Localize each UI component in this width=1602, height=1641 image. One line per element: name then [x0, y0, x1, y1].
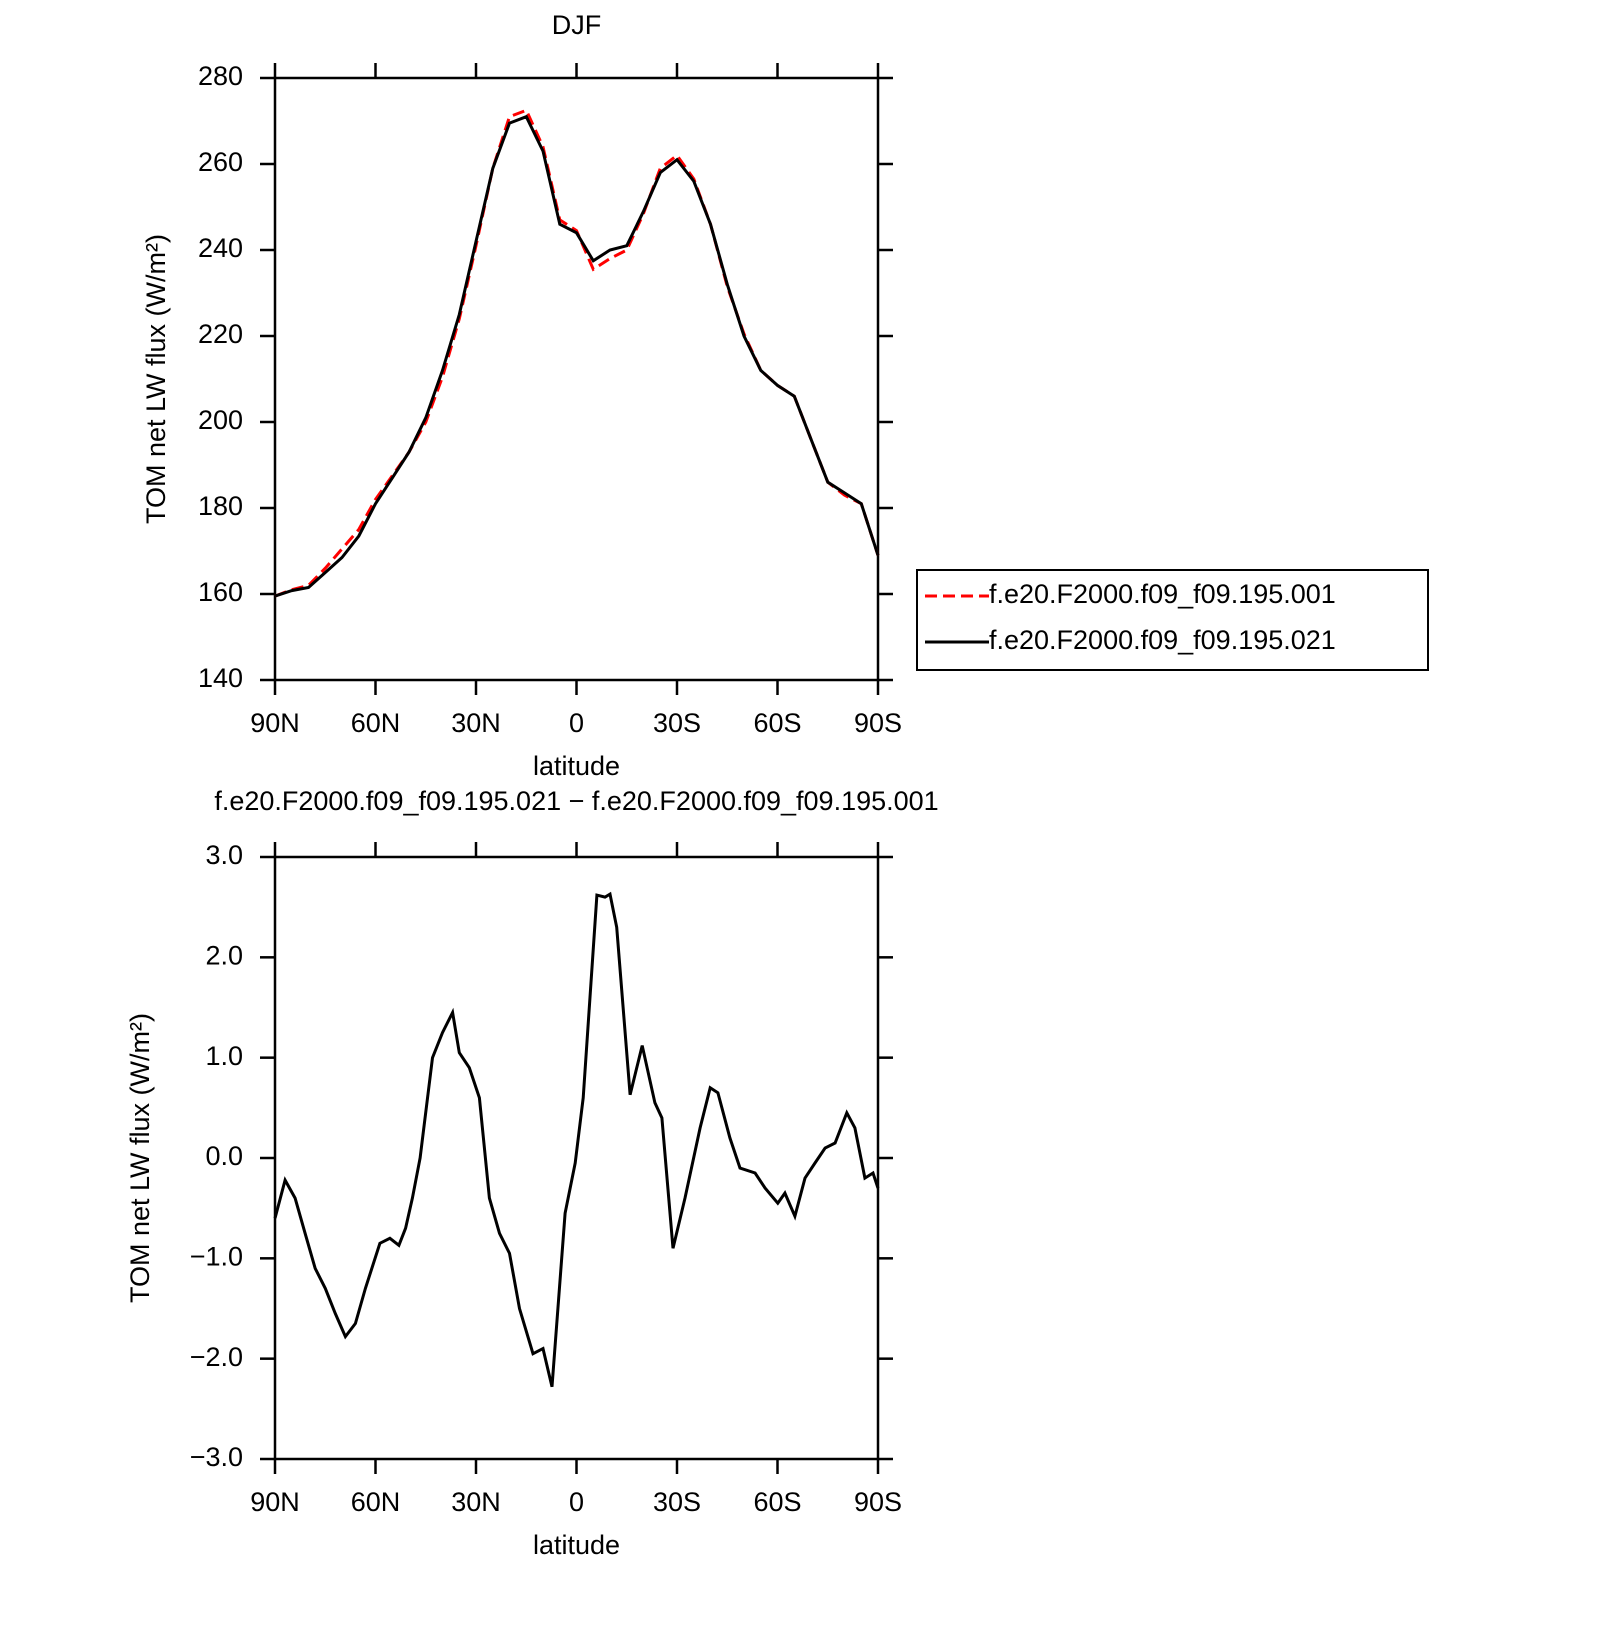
x-tick-label: 0 [569, 708, 584, 738]
y-tick-label: −3.0 [190, 1442, 243, 1472]
x-axis-label: latitude [533, 751, 620, 781]
y-tick-label: 0.0 [205, 1141, 243, 1171]
chart-title: f.e20.F2000.f09_f09.195.021 − f.e20.F200… [214, 786, 938, 816]
x-tick-label: 90N [250, 708, 300, 738]
legend-label: f.e20.F2000.f09_f09.195.001 [989, 579, 1336, 609]
legend-box [916, 569, 1429, 671]
legend-label: f.e20.F2000.f09_f09.195.021 [989, 625, 1336, 655]
y-tick-label: 240 [198, 233, 243, 263]
y-tick-label: 2.0 [205, 940, 243, 970]
x-tick-label: 0 [569, 1487, 584, 1517]
y-tick-label: 3.0 [205, 840, 243, 870]
x-tick-label: 30N [451, 708, 501, 738]
x-tick-label: 60N [351, 1487, 401, 1517]
y-tick-label: 140 [198, 663, 243, 693]
data-line [274, 114, 880, 598]
y-tick-label: 180 [198, 491, 243, 521]
chart-title: DJF [552, 10, 602, 40]
y-tick-label: −1.0 [190, 1241, 243, 1271]
y-tick-label: 200 [198, 405, 243, 435]
y-tick-label: 160 [198, 577, 243, 607]
x-axis-label: latitude [533, 1530, 620, 1560]
y-tick-label: 1.0 [205, 1041, 243, 1071]
x-tick-label: 30N [451, 1487, 501, 1517]
y-tick-label: 280 [198, 61, 243, 91]
y-axis-label: TOM net LW flux (W/m²) [141, 234, 171, 524]
x-tick-label: 60S [753, 708, 801, 738]
y-axis-label: TOM net LW flux (W/m²) [125, 1013, 155, 1303]
x-tick-label: 30S [653, 708, 701, 738]
y-tick-label: 220 [198, 319, 243, 349]
x-tick-label: 90S [854, 708, 902, 738]
x-tick-label: 90N [250, 1487, 300, 1517]
data-line [273, 891, 880, 1388]
x-tick-label: 30S [653, 1487, 701, 1517]
plot-frame [273, 76, 880, 682]
y-tick-label: −2.0 [190, 1342, 243, 1372]
x-tick-label: 60S [753, 1487, 801, 1517]
x-tick-label: 60N [351, 708, 401, 738]
y-tick-label: 260 [198, 147, 243, 177]
x-tick-label: 90S [854, 1487, 902, 1517]
